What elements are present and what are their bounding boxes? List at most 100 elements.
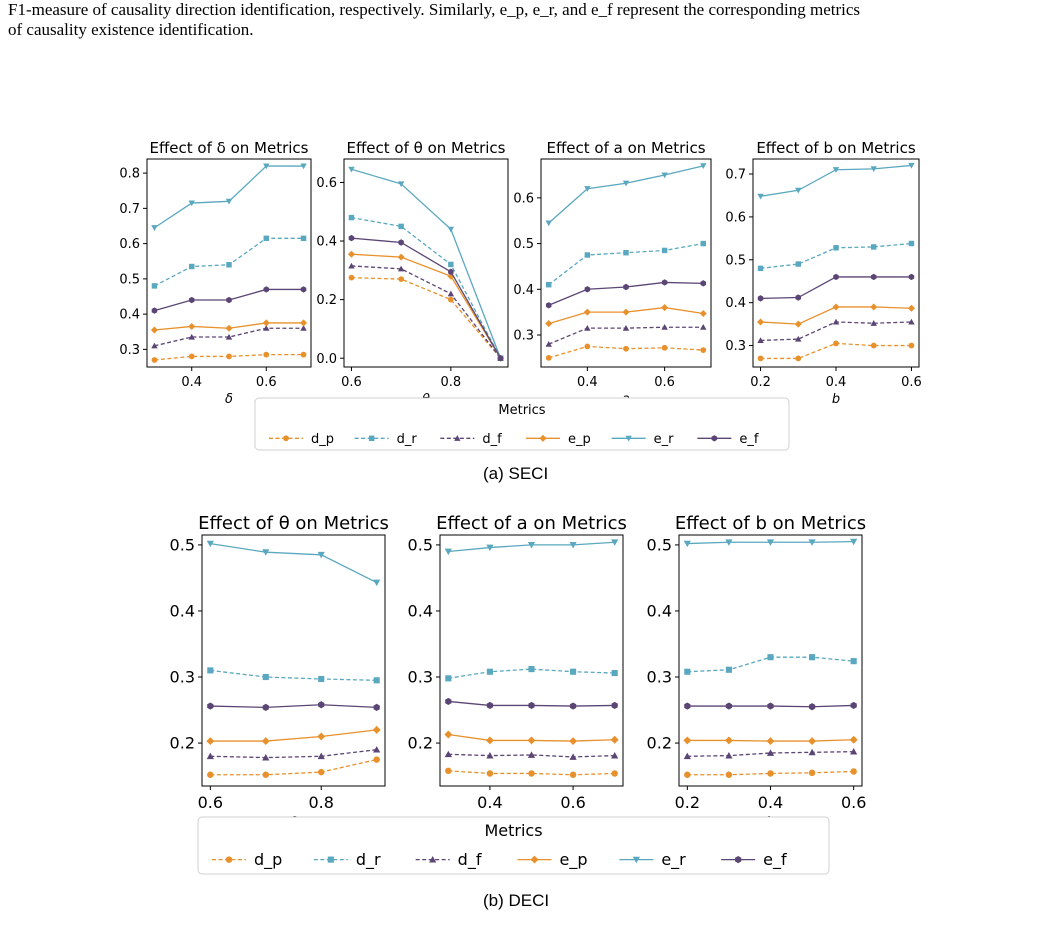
chart-4-point-e-p-1 [757,318,765,326]
chart-5-point-e-f-2 [262,703,269,711]
chart-6-point-e-f-1 [445,697,452,706]
chart-7-point-e-p-1 [683,736,692,745]
chart-6-point-e-p-5 [610,735,619,744]
deci-legend-label-d-p: d_p [254,850,282,870]
chart-1-xtick-label-1: 0.4 [181,375,202,390]
chart-6-point-d-p-3 [528,770,535,777]
chart-5-point-d-r-1 [207,667,214,674]
chart-1-point-d-r-5 [300,235,307,242]
chart-1-ytick-label-4: 0.6 [119,237,140,252]
chart-1-point-d-f-4 [263,325,270,331]
chart-1-series-e-r-line [154,165,304,229]
chart-4-point-e-r-2 [795,187,802,194]
chart-7-point-d-p-5 [850,768,857,775]
chart-5-point-d-p-1 [207,771,214,779]
chart-7-plot-frame [678,534,863,787]
chart-4-point-e-f-4 [870,273,877,281]
chart-6-point-d-f-4 [569,753,577,760]
chart-7-point-d-f-5 [850,748,858,755]
chart-7-ytick-label-1: 0.2 [647,734,672,753]
chart-6-point-e-p-2 [485,736,494,745]
chart-6-point-d-r-4 [570,668,577,675]
deci-legend-box [197,816,830,875]
chart-3-point-e-p-5 [699,309,707,318]
chart-1-point-d-f-5 [300,325,307,331]
chart-3-point-d-p-2 [584,343,591,350]
chart-5-point-e-p-4 [372,725,381,734]
chart-6-point-e-p-4 [569,737,578,746]
chart-7-ytick-label-3: 0.4 [647,602,672,621]
chart-3-series-e-r-line [548,165,704,224]
chart-4-point-d-f-2 [795,335,802,342]
chart-4-ytick-label-2: 0.4 [725,296,746,311]
chart-6-point-d-p-1 [445,767,452,775]
chart-6-point-e-p-3 [527,736,536,745]
chart-5-point-e-p-1 [206,737,215,746]
chart-3-ytick-label-3: 0.5 [513,237,534,252]
chart-2-point-d-p-2 [398,276,405,282]
seci-legend-marker-d-f [454,435,461,441]
chart-7-ytick-label-4: 0.5 [647,536,672,555]
chart-3-point-e-r-3 [622,180,630,187]
chart-3-ytick-label-2: 0.4 [513,283,534,298]
chart-1-point-d-p-5 [300,351,307,358]
chart-5-point-e-r-2 [262,549,270,556]
chart-2-plot-frame [343,158,509,368]
chart-2-xtick-label-2: 0.8 [441,375,462,390]
chart-6-xtick-label-1: 0.4 [477,793,502,812]
chart-2-point-e-f-1 [348,234,355,242]
chart-5-series-d-p-line [210,758,377,776]
chart-2-ytick-label-4: 0.6 [316,176,337,191]
chart-2-point-e-r-3 [447,226,455,233]
chart-6-point-e-r-4 [569,542,577,549]
chart-6-point-e-f-4 [569,702,577,710]
chart-6-point-d-p-2 [486,770,494,777]
chart-7-ytick-label-2: 0.3 [647,668,672,687]
chart-4-point-d-p-5 [908,342,915,349]
chart-4-xtick-label-2: 0.4 [826,375,847,390]
chart-7-point-e-f-2 [725,702,733,710]
chart-7-point-e-f-1 [684,702,691,710]
seci-legend-marker-e-r [625,435,632,442]
chart-6-point-d-f-5 [611,752,619,759]
chart-7-point-e-p-2 [724,736,733,745]
seci-legend-marker-d-p [283,435,289,442]
seci-legend-label-e-f: e_f [739,432,758,447]
chart-5-point-e-r-3 [317,551,325,559]
chart-2-point-d-p-1 [348,274,355,281]
chart-3-point-d-f-1 [545,340,552,347]
chart-1-point-d-f-1 [151,342,158,349]
chart-6-ytick-label-4: 0.5 [408,536,433,555]
chart-2-point-e-p-1 [347,250,355,258]
chart-5-series-e-r-line [210,542,377,584]
chart-3-point-d-p-4 [661,344,668,351]
chart-1-ytick-label-2: 0.4 [119,308,140,323]
deci-legend-marker-e-r [632,856,640,864]
chart-7-point-e-r-2 [725,539,733,546]
chart-5-point-d-r-2 [262,673,269,681]
seci-legend-label-d-p: d_p [311,432,334,447]
chart-5-ytick-label-1: 0.2 [170,734,195,753]
chart-7-xtick-label-2: 0.4 [758,793,783,812]
chart-3-point-e-r-1 [545,220,552,227]
chart-1-point-e-p-4 [262,319,270,327]
chart-6-point-e-f-3 [528,701,535,710]
chart-7-point-d-f-2 [725,752,733,759]
chart-1-title: Effect of δ on Metrics [149,139,308,157]
chart-2-point-e-r-2 [397,181,405,188]
chart-4-point-e-r-4 [870,166,877,173]
chart-5-point-e-f-1 [207,702,214,710]
chart-4-ytick-label-3: 0.5 [725,253,746,268]
subfigure-caption-deci: (b) DECI [483,891,550,910]
chart-5-point-d-r-3 [318,675,325,683]
deci-legend-title: Metrics [484,821,542,840]
chart-4-ytick-label-5: 0.7 [725,168,746,183]
chart-7-series-d-p-line [687,770,854,776]
chart-4-point-d-p-4 [870,342,877,349]
chart-7-point-d-r-5 [850,658,857,665]
chart-1-point-e-r-5 [300,163,307,170]
chart-4-point-d-p-2 [795,355,802,362]
chart-1-point-e-r-1 [151,225,158,231]
deci-legend-marker-e-p [530,855,539,864]
